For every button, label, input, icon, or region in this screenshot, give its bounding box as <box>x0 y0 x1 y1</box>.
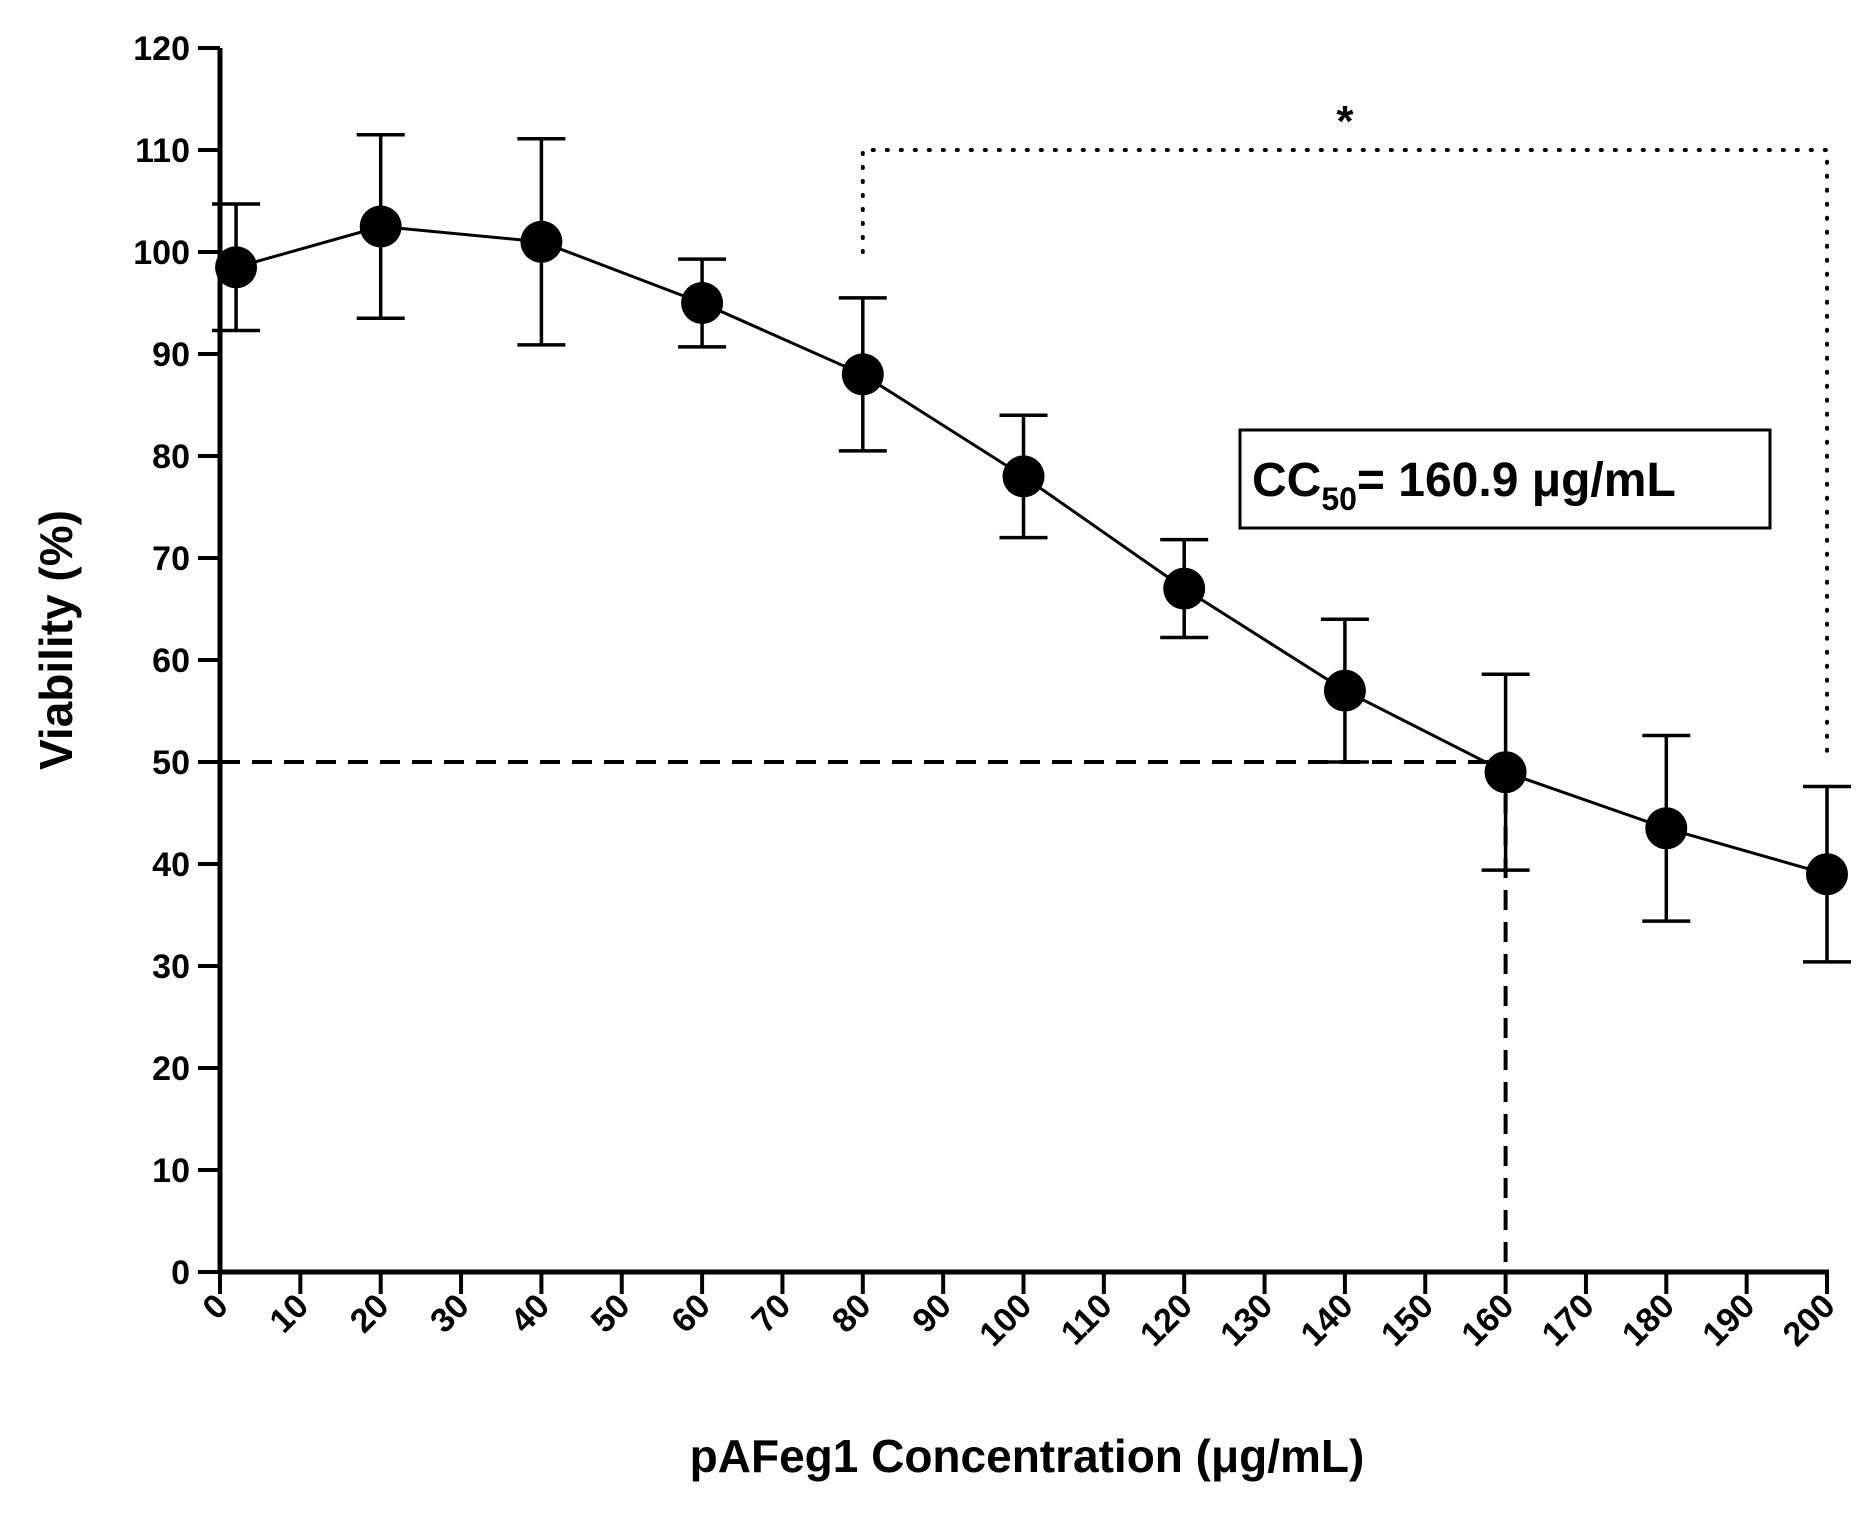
x-tick-label-190: 190 <box>1695 1287 1762 1354</box>
y-tick-label-80: 80 <box>152 438 190 476</box>
x-tick-label-10: 10 <box>262 1287 316 1341</box>
y-tick-label-90: 90 <box>152 336 190 374</box>
y-tick-label-100: 100 <box>133 234 190 272</box>
y-tick-label-60: 60 <box>152 642 190 680</box>
significance-star: * <box>1336 97 1354 146</box>
cc50-reference-lines <box>220 760 1508 1272</box>
x-tick-label-20: 20 <box>343 1287 397 1341</box>
data-point-6 <box>1163 567 1206 610</box>
y-tick-label-120: 120 <box>133 30 190 68</box>
x-tick-label-180: 180 <box>1615 1287 1682 1354</box>
data-point-1 <box>359 205 402 248</box>
data-point-9 <box>1645 807 1688 850</box>
cc50-prefix: CC <box>1252 454 1321 507</box>
x-tick-label-50: 50 <box>584 1287 638 1341</box>
data-point-2 <box>520 220 563 263</box>
y-tick-label-30: 30 <box>152 948 190 986</box>
x-tick-label-120: 120 <box>1133 1287 1200 1354</box>
y-axis: 0 10 20 30 40 50 60 70 80 90 100 110 120 <box>133 30 223 1292</box>
x-tick-label-60: 60 <box>664 1287 718 1341</box>
data-point-3 <box>681 282 724 324</box>
cc50-subscript: 50 <box>1321 481 1357 517</box>
data-point-8 <box>1484 751 1527 794</box>
data-point-5 <box>1002 455 1045 498</box>
data-point-10 <box>1806 853 1848 896</box>
cc50-annotation: CC50= 160.9 μg/mL <box>1238 428 1772 530</box>
y-tick-label-110: 110 <box>135 132 190 170</box>
cc50-box <box>1238 428 1772 530</box>
x-tick-label-30: 30 <box>423 1287 477 1341</box>
x-tick-label-200: 200 <box>1776 1287 1843 1354</box>
x-tick-label-100: 100 <box>972 1287 1039 1354</box>
x-tick-label-40: 40 <box>503 1287 557 1341</box>
y-tick-label-20: 20 <box>152 1050 190 1088</box>
data-point-7 <box>1323 669 1366 712</box>
x-tick-label-110: 110 <box>1054 1287 1120 1353</box>
x-tick-label-140: 140 <box>1294 1287 1361 1354</box>
x-axis-title: pAFeg1 Concentration (μg/mL) <box>690 1430 1365 1482</box>
cc50-suffix: = 160.9 μg/mL <box>1357 454 1676 507</box>
y-tick-label-0: 0 <box>171 1254 190 1292</box>
x-tick-label-130: 130 <box>1213 1287 1280 1354</box>
x-tick-label-0: 0 <box>195 1287 235 1327</box>
x-axis: 0 10 20 30 40 50 60 70 80 90 100 110 120 130 140 150 160… <box>195 1269 1843 1354</box>
y-tick-label-70: 70 <box>152 540 190 578</box>
y-axis-title: Viability (%) <box>30 510 82 770</box>
x-tick-label-80: 80 <box>825 1287 879 1341</box>
y-tick-label-10: 10 <box>152 1152 190 1190</box>
x-tick-label-90: 90 <box>905 1287 959 1341</box>
cc50-label: CC50= 160.9 μg/mL <box>1252 454 1676 517</box>
y-tick-label-50: 50 <box>152 744 190 782</box>
data-point-4 <box>841 353 884 396</box>
x-tick-label-150: 150 <box>1374 1287 1441 1354</box>
series-line-0 <box>235 224 1828 876</box>
x-tick-label-160: 160 <box>1454 1287 1521 1354</box>
x-tick-label-170: 170 <box>1535 1287 1602 1354</box>
viability-series <box>212 132 1851 964</box>
data-point-0 <box>215 246 258 289</box>
x-tick-label-70: 70 <box>744 1287 798 1341</box>
y-tick-label-40: 40 <box>152 846 190 884</box>
